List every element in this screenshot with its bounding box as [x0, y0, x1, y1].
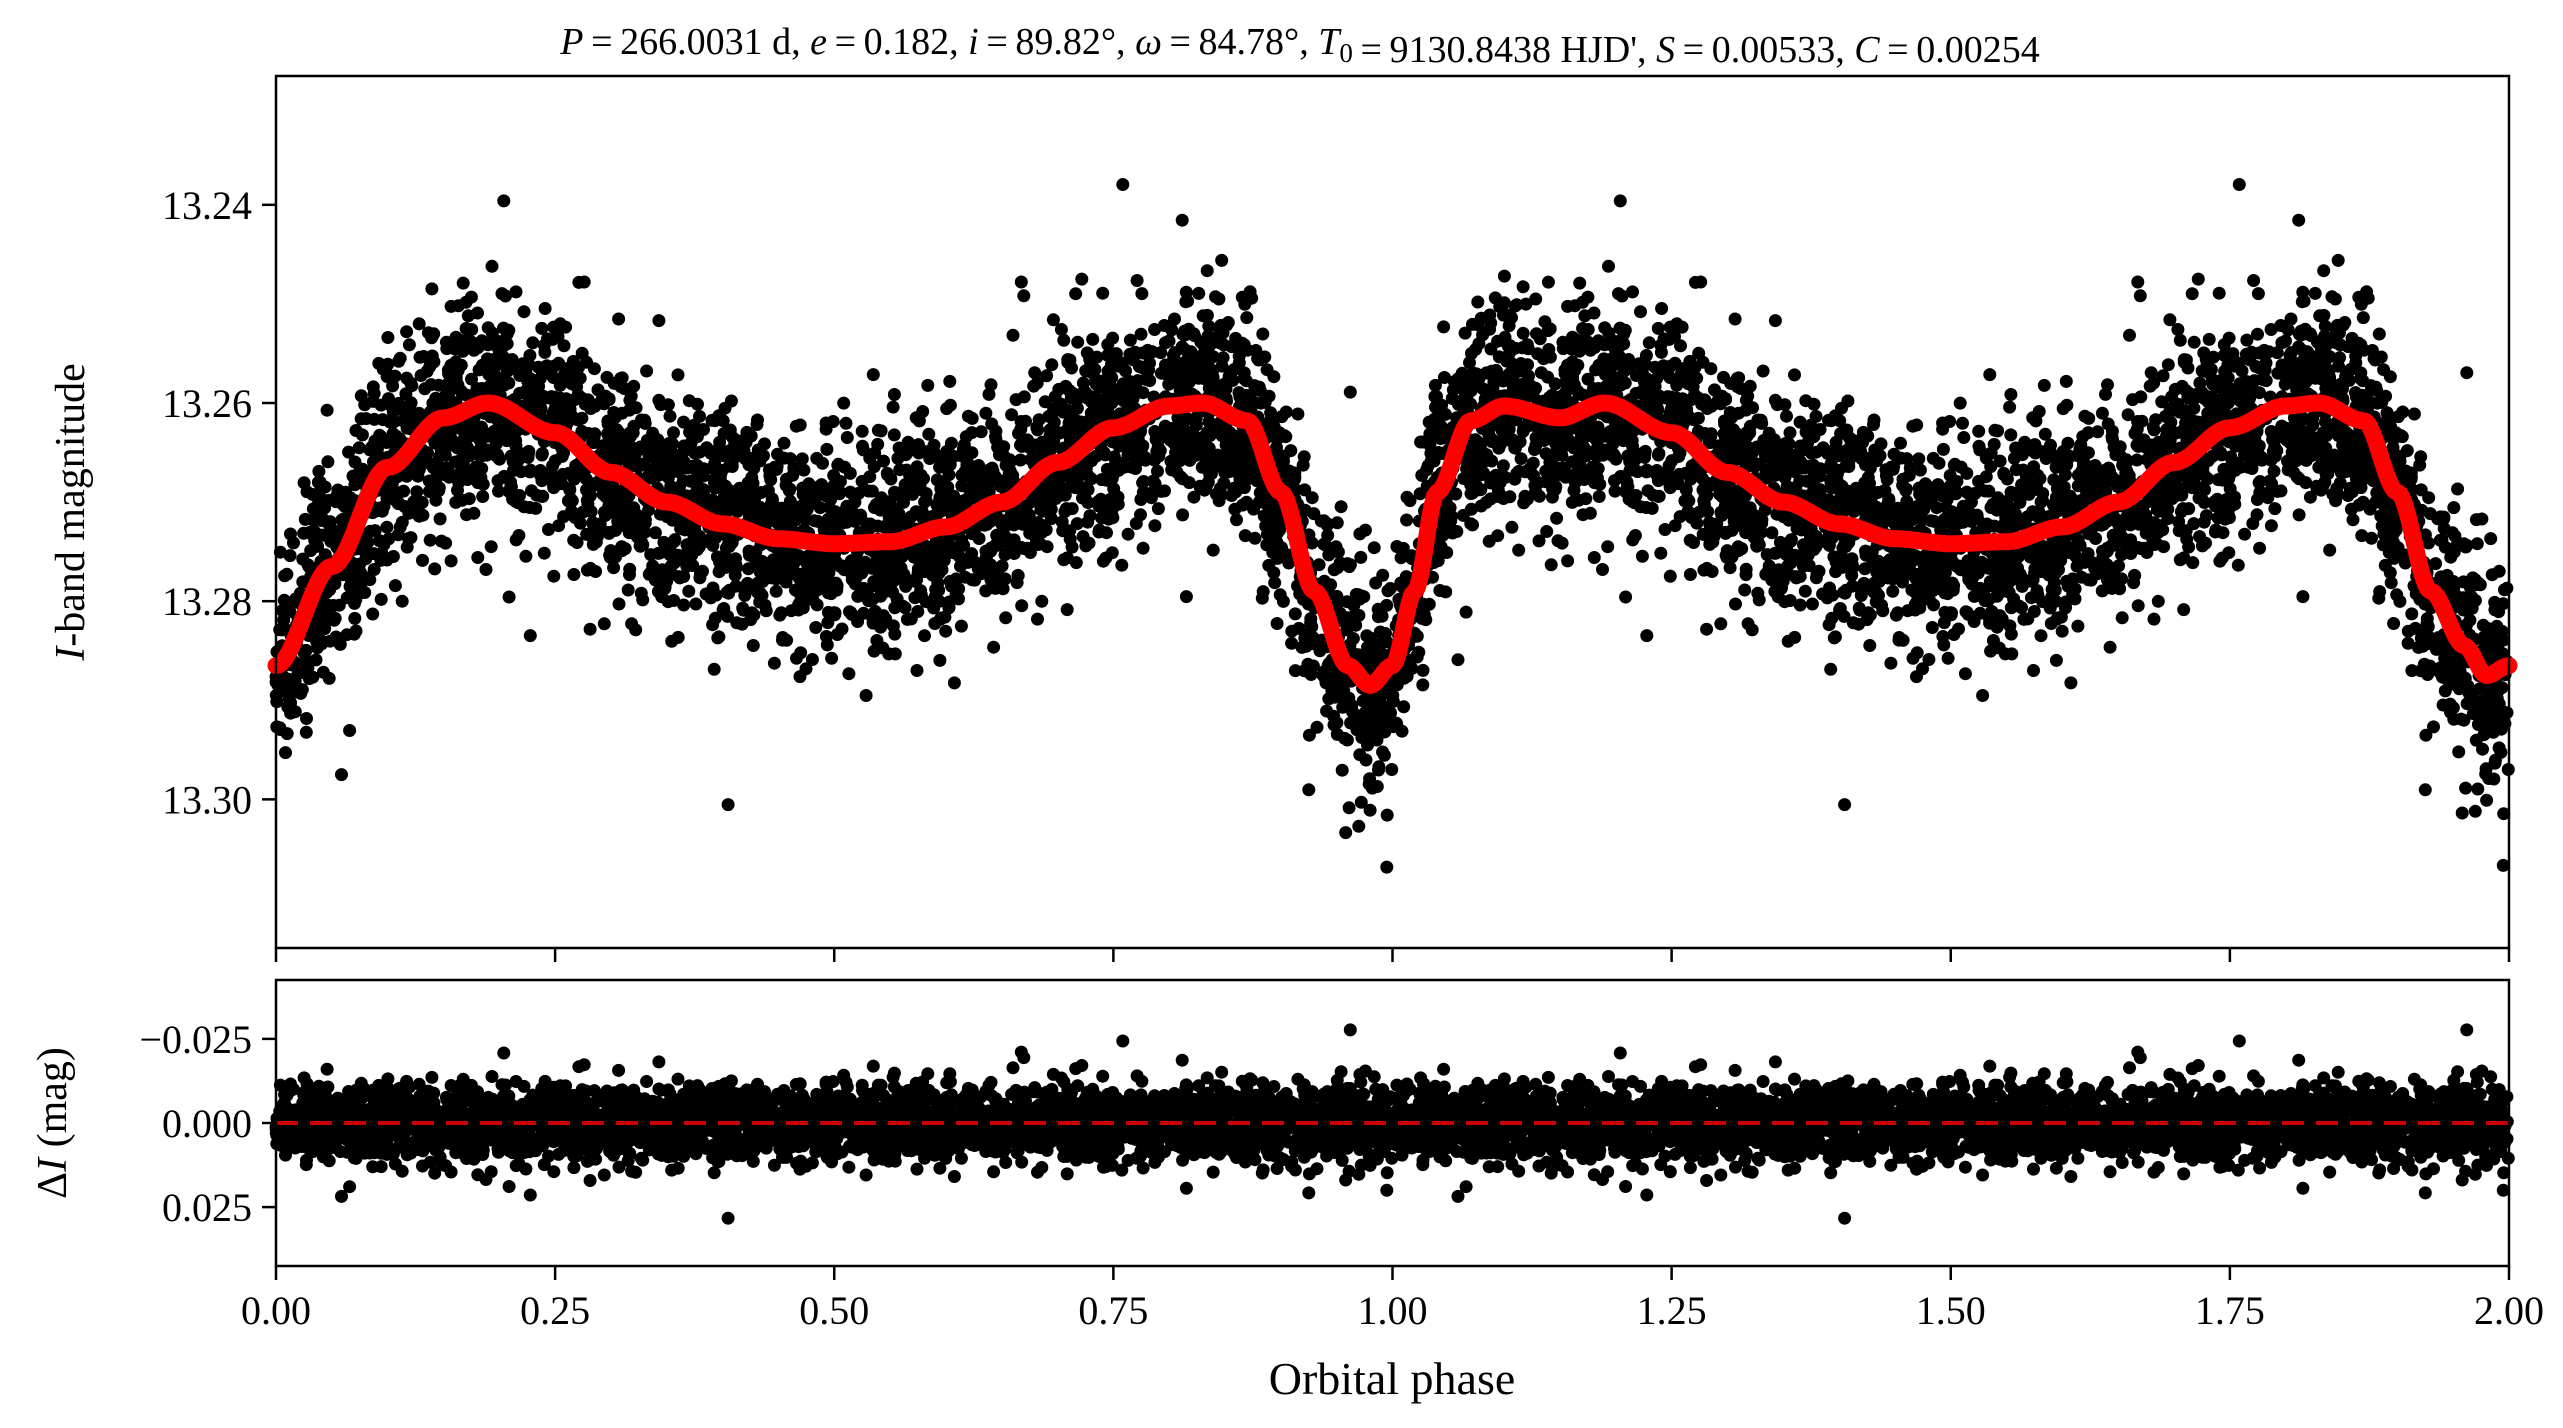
top-y-tick-label: 13.30 — [162, 777, 252, 822]
x-tick-label: 1.50 — [1916, 1288, 1986, 1333]
x-tick-label: 2.00 — [2474, 1288, 2544, 1333]
x-tick-label: 0.75 — [1078, 1288, 1148, 1333]
x-tick-label: 0.25 — [520, 1288, 590, 1333]
model-curve — [267, 394, 2518, 694]
x-tick-label: 1.00 — [1358, 1288, 1428, 1333]
top-y-axis-label: I-band magnitude — [48, 363, 94, 661]
x-axis-label: Orbital phase — [1269, 1353, 1516, 1404]
bottom-y-axis-label: ΔI (mag) — [30, 1047, 76, 1199]
x-tick-label: 1.75 — [2195, 1288, 2265, 1333]
residual-points — [269, 1023, 2515, 1225]
x-tick-label: 0.50 — [799, 1288, 869, 1333]
top-y-tick-label: 13.26 — [162, 381, 252, 426]
bottom-x-axis: 0.00 0.25 0.50 0.75 1.00 1.25 1.50 1.75 2.00 — [241, 1266, 2544, 1333]
bottom-y-axis: −0.025 0.000 0.025 — [139, 1017, 276, 1230]
top-y-axis: 13.24 13.26 13.28 13.30 — [162, 183, 276, 822]
top-x-axis-ticks — [274, 948, 2511, 962]
top-y-tick-label: 13.28 — [162, 579, 252, 624]
x-tick-label: 1.25 — [1637, 1288, 1707, 1333]
bottom-y-tick-label: 0.000 — [162, 1101, 252, 1146]
top-y-tick-label: 13.24 — [162, 183, 252, 228]
light-curve-points — [269, 178, 2515, 874]
residual-point-cloud — [269, 1023, 2515, 1225]
x-tick-label: 0.00 — [241, 1288, 311, 1333]
bottom-y-tick-label: 0.025 — [162, 1185, 252, 1230]
light-curve-point-cloud — [269, 178, 2515, 874]
chart-title: P = 266.0031 d, e = 0.182, i = 89.82°, ω… — [559, 21, 2039, 71]
bottom-y-tick-label: −0.025 — [139, 1017, 252, 1062]
